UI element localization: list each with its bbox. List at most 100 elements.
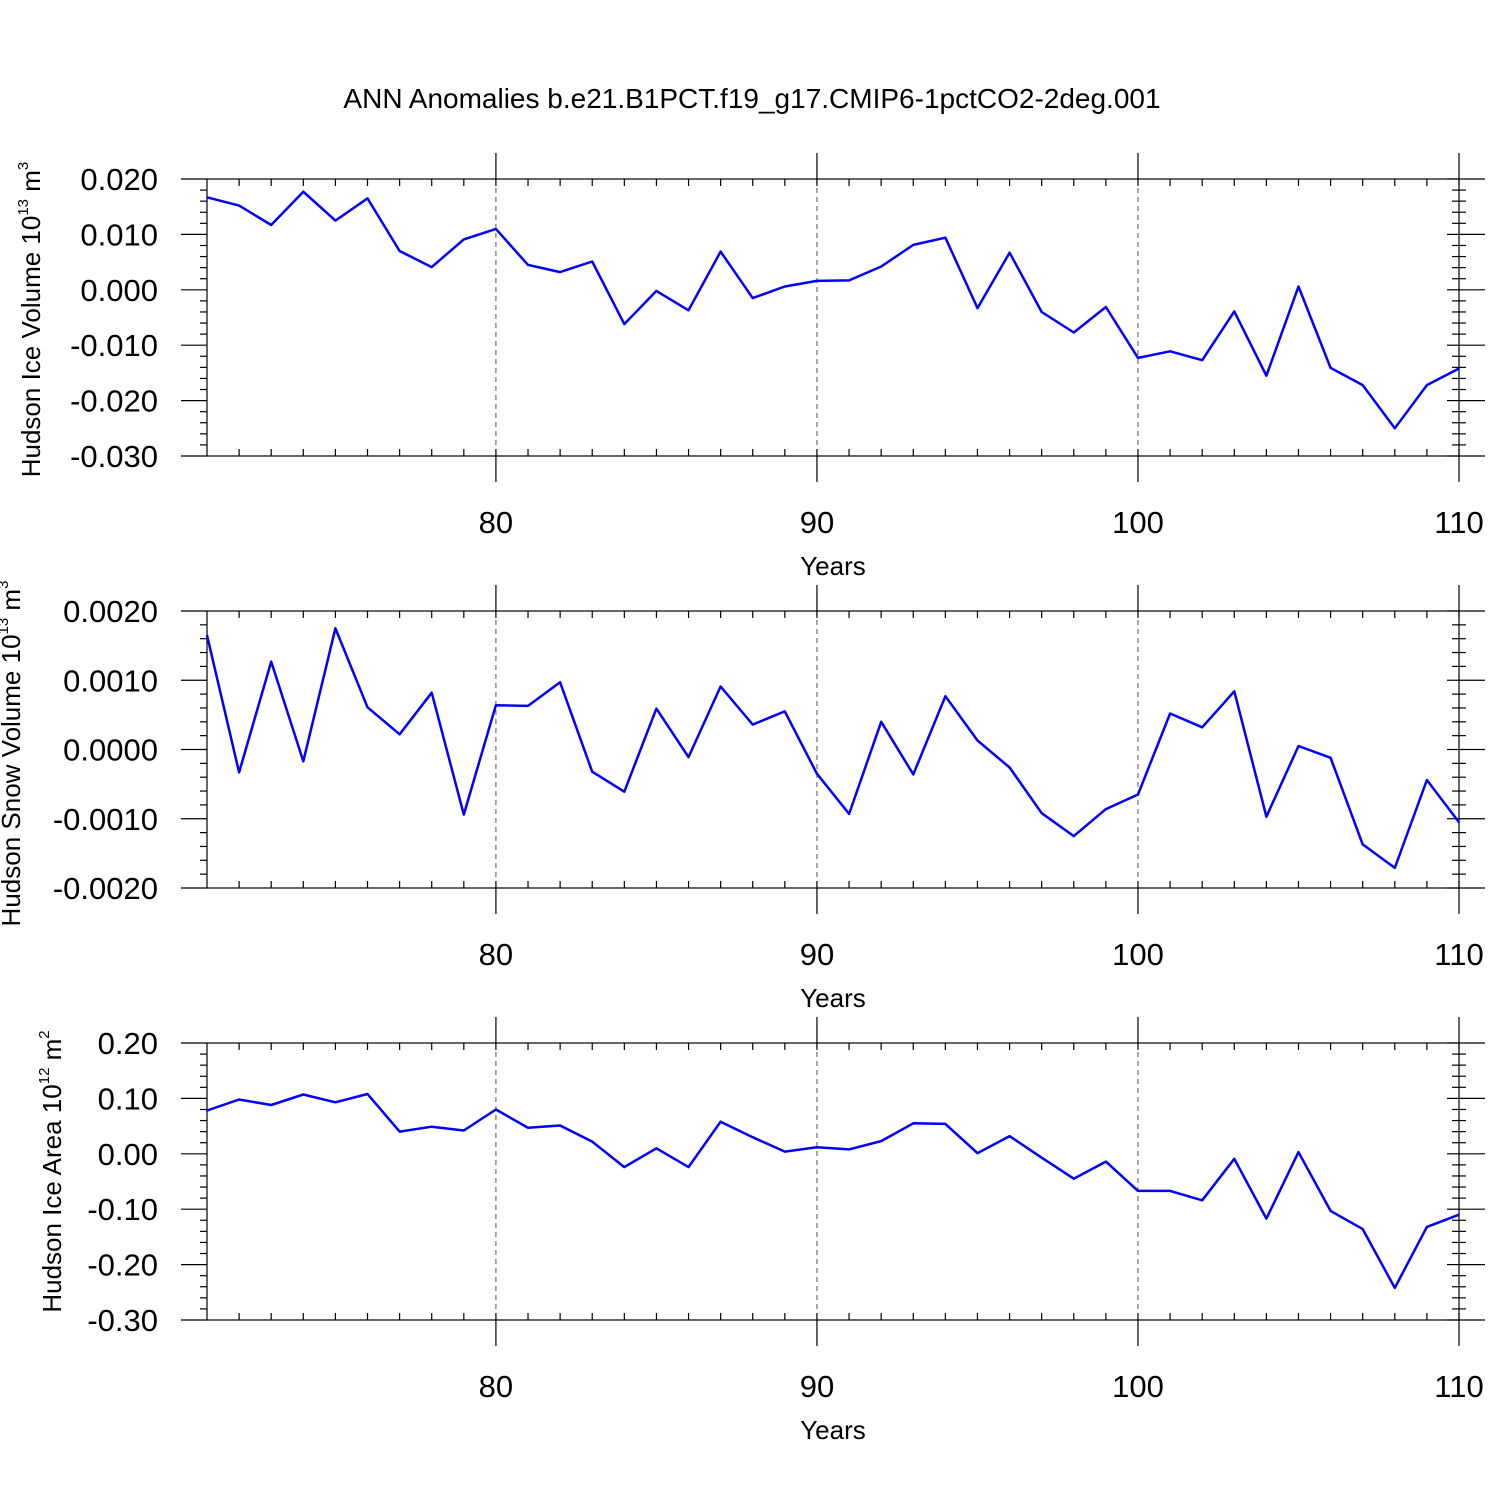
data-point [655, 1147, 658, 1150]
data-point [816, 1146, 818, 1148]
x-tick-label: 80 [479, 1369, 513, 1404]
data-point [430, 1125, 433, 1128]
data-point [848, 279, 850, 282]
y-tick-label: 0.010 [80, 217, 158, 252]
data-point [623, 323, 626, 325]
data-point [1169, 712, 1171, 715]
plot-frame [206, 1042, 1460, 1321]
data-point [463, 238, 465, 241]
data-point [366, 706, 369, 709]
data-point [880, 1140, 882, 1142]
data-point [1040, 311, 1043, 313]
data-point [559, 681, 561, 684]
data-point [655, 290, 658, 292]
data-point [1201, 1199, 1203, 1202]
plot-frame [206, 610, 1460, 889]
data-point [1137, 357, 1139, 359]
y-axis-title-unit: m [37, 1039, 67, 1068]
data-point [463, 1129, 465, 1132]
data-point [1361, 1228, 1364, 1230]
data-point [1265, 1217, 1268, 1220]
panel-3: -0.30 -0.20 -0.10 0.00 0.10 0.20 80 90 100 110 Yea… [36, 1017, 1485, 1445]
data-point [719, 685, 722, 688]
data-point [366, 1093, 369, 1095]
data-point [1361, 384, 1364, 386]
data-point [1137, 1190, 1139, 1192]
y-tick-label: -0.30 [87, 1303, 158, 1338]
data-point [206, 196, 208, 199]
data-point [880, 721, 882, 723]
x-tick-label: 110 [1434, 1369, 1483, 1404]
data-point [1233, 310, 1236, 313]
data-point [1105, 808, 1107, 810]
data-point [1458, 367, 1460, 370]
x-tick-label: 100 [1112, 505, 1164, 540]
x-tick-label: 90 [800, 1369, 834, 1404]
data-point [912, 773, 915, 776]
data-point [334, 1101, 337, 1104]
data-point [1072, 331, 1075, 334]
data-point [495, 1108, 497, 1111]
series-line [205, 627, 1460, 870]
y-axis-title: Hudson Ice Area 1012 m2 [36, 1030, 67, 1312]
data-point [1426, 384, 1428, 386]
data-point [463, 813, 465, 816]
y-axis-title-unit: m [16, 170, 46, 199]
data-point [302, 760, 305, 763]
data-point [687, 756, 690, 758]
data-point [591, 770, 594, 773]
y-tick-label: 0.10 [98, 1081, 158, 1116]
data-point [270, 1104, 273, 1106]
data-point [784, 710, 786, 713]
data-point [398, 250, 401, 252]
data-point [527, 705, 529, 707]
data-point [912, 1122, 915, 1125]
data-point [1329, 367, 1332, 369]
data-point [430, 691, 433, 694]
series-line [206, 190, 1460, 430]
x-axis-title: Years [800, 1415, 866, 1445]
data-point [687, 1166, 690, 1168]
figure-title: ANN Anomalies b.e21.B1PCT.f19_g17.CMIP6-… [343, 83, 1160, 114]
x-axis-title: Years [800, 983, 866, 1013]
data-point [559, 271, 561, 273]
data-point [719, 1120, 722, 1123]
data-point [238, 1098, 240, 1101]
data-point [334, 627, 337, 630]
x-tick-label: 110 [1434, 937, 1483, 972]
data-point [270, 224, 273, 226]
data-point [1265, 374, 1268, 377]
y-axis-title-exponent: 12 [36, 1068, 53, 1085]
data-point [1458, 821, 1460, 824]
y-tick-label: 0.0010 [63, 663, 158, 698]
data-point [1105, 306, 1107, 308]
data-point [1426, 779, 1428, 781]
data-point [1040, 812, 1043, 815]
data-point [1393, 867, 1396, 869]
data-point [430, 266, 433, 268]
y-axis-title-exponent: 13 [15, 199, 32, 216]
x-tick-label: 90 [800, 937, 834, 972]
y-axis-title-unit-exponent: 3 [0, 581, 12, 589]
data-point [1329, 757, 1332, 759]
data-point [1072, 835, 1075, 837]
data-point [1137, 793, 1139, 796]
data-point [848, 1148, 850, 1151]
data-point [719, 250, 722, 253]
data-point [1169, 1190, 1171, 1192]
data-point [1233, 690, 1236, 693]
data-point [1458, 1213, 1460, 1216]
data-point [1297, 745, 1300, 747]
series-line [206, 1092, 1460, 1290]
y-axis-title-unit-exponent: 2 [36, 1030, 53, 1038]
data-point [944, 236, 947, 239]
data-point [816, 772, 818, 775]
data-point [1361, 843, 1364, 846]
data-point [944, 695, 947, 697]
x-tick-label: 80 [479, 505, 513, 540]
data-point [1393, 1287, 1396, 1289]
data-point [976, 739, 979, 742]
y-axis-title-unit: m [0, 589, 26, 618]
